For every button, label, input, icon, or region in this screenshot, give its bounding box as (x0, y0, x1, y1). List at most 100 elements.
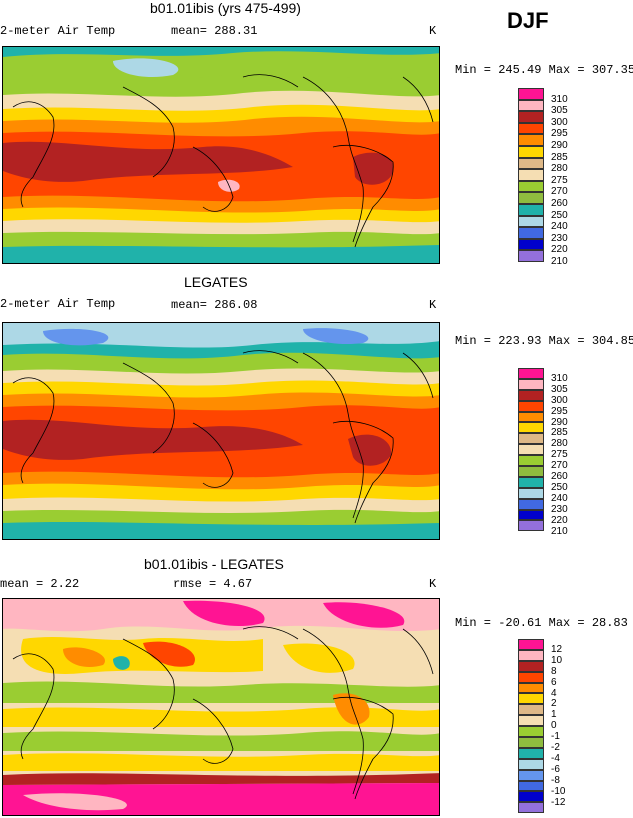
colorbar-swatch (518, 99, 544, 112)
colorbar-swatch (518, 498, 544, 510)
panel-3-unit-label: K (429, 577, 437, 591)
panel-3-mean-label: mean = 2.22 (0, 577, 80, 591)
colorbar-swatch (518, 88, 544, 100)
panel-2-unit-label: K (429, 298, 437, 312)
colorbar-tick-label: 220 (551, 244, 568, 256)
colorbar-swatch (518, 250, 544, 262)
panel-1-colorbar (518, 88, 544, 262)
colorbar-tick-label: 10 (551, 654, 563, 666)
colorbar-swatch (518, 704, 544, 716)
colorbar-tick-label: 285 (551, 427, 568, 439)
colorbar-swatch (518, 639, 544, 650)
colorbar-swatch (518, 476, 544, 488)
colorbar-tick-label: 280 (551, 438, 568, 450)
colorbar-tick-label: 250 (551, 481, 568, 493)
colorbar-tick-label: 305 (551, 105, 568, 117)
colorbar-swatch (518, 758, 544, 770)
colorbar-tick-label: 260 (551, 471, 568, 482)
colorbar-tick-label: -2 (551, 742, 560, 753)
colorbar-swatch (518, 726, 544, 738)
colorbar-swatch (518, 737, 544, 748)
panel-2-colorbar (518, 368, 544, 532)
colorbar-tick-label: 295 (551, 405, 568, 417)
colorbar-swatch (518, 389, 544, 401)
panel-2-map (2, 322, 440, 540)
colorbar-swatch (518, 122, 544, 135)
colorbar-swatch (518, 649, 544, 661)
colorbar-swatch (518, 227, 544, 239)
colorbar-tick-label: 8 (551, 665, 557, 677)
colorbar-swatch (518, 769, 544, 781)
colorbar-tick-label: 260 (551, 198, 568, 209)
panel-1-variable-label: 2-meter Air Temp (0, 24, 116, 38)
colorbar-tick-label: 1 (551, 709, 557, 721)
panel-3-rmse-label: rmse = 4.67 (173, 577, 253, 591)
colorbar-swatch (518, 433, 544, 445)
panel-2-mean-label: mean= 286.08 (171, 298, 258, 312)
colorbar-tick-label: 230 (551, 503, 568, 515)
colorbar-swatch (518, 134, 544, 146)
colorbar-tick-label: 220 (551, 514, 568, 526)
colorbar-tick-label: -12 (551, 796, 566, 808)
colorbar-tick-label: 6 (551, 676, 557, 688)
panel-2-title: LEGATES (184, 274, 248, 290)
panel-3-title: b01.01ibis - LEGATES (144, 556, 284, 572)
panel-1-mean-label: mean= 288.31 (171, 24, 258, 38)
colorbar-tick-label: 275 (551, 449, 568, 461)
colorbar-swatch (518, 169, 544, 181)
colorbar-swatch (518, 466, 544, 477)
panel-1-unit-label: K (429, 24, 437, 38)
colorbar-tick-label: 310 (551, 93, 568, 105)
colorbar-tick-label: 305 (551, 383, 568, 395)
colorbar-swatch (518, 780, 544, 792)
colorbar-tick-label: 210 (551, 525, 568, 537)
colorbar-swatch (518, 715, 544, 727)
colorbar-tick-label: -1 (551, 731, 560, 743)
colorbar-tick-label: 230 (551, 232, 568, 244)
colorbar-swatch (518, 444, 544, 456)
colorbar-swatch (518, 802, 544, 814)
colorbar-tick-label: 2 (551, 698, 557, 710)
colorbar-swatch (518, 671, 544, 683)
panel-1-map (2, 46, 440, 264)
colorbar-tick-label: 300 (551, 394, 568, 406)
panel-1-title: b01.01ibis (yrs 475-499) (150, 0, 301, 16)
colorbar-swatch (518, 455, 544, 467)
colorbar-swatch (518, 111, 544, 123)
colorbar-tick-label: 240 (551, 221, 568, 233)
colorbar-tick-label: 290 (551, 416, 568, 428)
colorbar-swatch (518, 487, 544, 499)
colorbar-tick-label: 240 (551, 492, 568, 504)
colorbar-tick-label: -4 (551, 752, 560, 764)
colorbar-tick-label: -10 (551, 785, 566, 797)
colorbar-tick-label: 285 (551, 151, 568, 163)
colorbar-swatch (518, 422, 544, 434)
colorbar-tick-label: 0 (551, 720, 557, 732)
colorbar-tick-label: 4 (551, 687, 557, 699)
panel-3-map (2, 598, 440, 816)
colorbar-swatch (518, 378, 544, 390)
colorbar-tick-label: 270 (551, 186, 568, 198)
colorbar-swatch (518, 180, 544, 193)
colorbar-swatch (518, 693, 544, 705)
colorbar-swatch (518, 791, 544, 803)
colorbar-tick-label: 12 (551, 643, 563, 655)
colorbar-swatch (518, 157, 544, 170)
colorbar-tick-label: 280 (551, 163, 568, 175)
colorbar-tick-label: 210 (551, 256, 568, 267)
colorbar-swatch (518, 203, 544, 216)
colorbar-tick-label: 250 (551, 209, 568, 221)
panel-3-minmax-label: Min = -20.61 Max = 28.83 (455, 616, 628, 630)
colorbar-swatch (518, 192, 544, 204)
colorbar-tick-label: 300 (551, 116, 568, 128)
season-label: DJF (507, 8, 549, 33)
colorbar-swatch (518, 368, 544, 379)
colorbar-swatch (518, 411, 544, 423)
colorbar-swatch (518, 660, 544, 672)
colorbar-tick-label: 310 (551, 372, 568, 384)
colorbar-swatch (518, 215, 544, 228)
colorbar-swatch (518, 682, 544, 694)
panel-1-minmax-label: Min = 245.49 Max = 307.35 (455, 63, 633, 77)
colorbar-tick-label: 295 (551, 128, 568, 140)
colorbar-swatch (518, 509, 544, 521)
